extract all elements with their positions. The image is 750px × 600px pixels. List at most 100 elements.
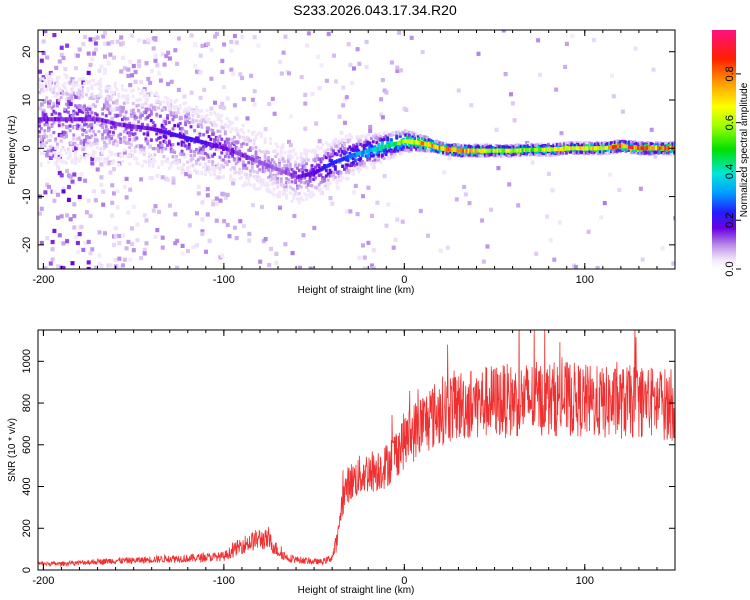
- spectrogram-cell: [182, 94, 187, 99]
- spectrogram-cell: [260, 132, 263, 136]
- spectrogram-cell: [175, 161, 178, 165]
- spectrogram-cell: [79, 125, 84, 130]
- spectrogram-cell: [45, 153, 50, 158]
- spectrogram-cell: [61, 134, 65, 138]
- spectrogram-cell: [366, 140, 370, 144]
- spectrogram-cell: [391, 151, 395, 155]
- spectrogram-cell: [108, 86, 112, 90]
- spectrogram-cell: [424, 137, 428, 141]
- spectrogram-cell: [536, 147, 539, 152]
- spectrogram-cell: [133, 146, 137, 150]
- spectrogram-cell: [595, 266, 600, 269]
- spectrogram-cell: [660, 142, 664, 146]
- spectrogram-cell: [173, 48, 178, 53]
- spectrogram-cell: [263, 162, 267, 167]
- spectrogram-cell: [216, 129, 220, 133]
- spectrogram-cell: [584, 144, 588, 148]
- spectrogram-cell: [86, 139, 90, 143]
- spectrogram-cell: [411, 134, 415, 138]
- spectrogram-cell: [74, 161, 77, 165]
- spectrogram-cell: [130, 73, 134, 78]
- spectrogram-cell: [169, 99, 173, 103]
- spectrogram-cell: [83, 117, 86, 122]
- spectrogram-cell: [92, 103, 95, 107]
- spectrogram-cell: [175, 133, 178, 138]
- spectrogram-cell: [142, 94, 146, 98]
- spectrogram-cell: [292, 173, 296, 178]
- spectrogram-cell: [555, 143, 559, 147]
- spectrogram-cell: [655, 143, 659, 147]
- spectrogram-cell: [198, 151, 202, 155]
- spectrogram-cell: [335, 139, 339, 143]
- spectrogram-cell: [176, 87, 181, 92]
- spectrogram-cell: [380, 115, 385, 120]
- spectrogram-cell: [166, 157, 169, 161]
- spectrogram-cell: [326, 31, 331, 36]
- spectrogram-cell: [518, 148, 521, 153]
- spectrogram-cell: [476, 152, 480, 156]
- spectrogram-cell: [272, 187, 276, 191]
- spectrogram-cell: [523, 148, 527, 153]
- spectrogram-cell: [489, 148, 492, 153]
- spectrogram-cell: [263, 166, 267, 170]
- spectrogram-cell: [211, 123, 215, 127]
- spectrogram-cell: [296, 184, 299, 188]
- spectrogram-cell: [308, 195, 312, 199]
- spectrogram-cell: [126, 93, 130, 98]
- spectrogram-cell: [566, 146, 570, 151]
- spectrogram-cell: [133, 138, 137, 142]
- spectrogram-cell: [474, 148, 478, 153]
- spectrogram-cell: [429, 147, 433, 151]
- spectrogram-cell: [153, 37, 158, 42]
- spectrogram-cell: [294, 171, 298, 175]
- spectrogram-cell: [218, 129, 222, 134]
- spectrogram-cell: [83, 120, 86, 124]
- spectrogram-cell: [655, 150, 659, 154]
- spectrogram-cell: [442, 146, 446, 151]
- spectrogram-cell: [620, 109, 625, 114]
- spectrogram-cell: [48, 82, 52, 86]
- spectrogram-cell: [588, 146, 592, 151]
- spectrogram-cell: [380, 145, 384, 150]
- spectrogram-cell: [465, 145, 469, 149]
- spectrogram-cell: [193, 110, 197, 114]
- spectrogram-cell: [328, 143, 332, 147]
- spectrogram-cell: [323, 179, 326, 183]
- spectrogram-cell: [106, 94, 110, 98]
- spectrogram-cell: [368, 141, 372, 145]
- spectrogram-cell: [222, 105, 227, 110]
- spectrogram-cell: [198, 53, 203, 58]
- spectrogram-cell: [561, 151, 565, 155]
- spectrogram-cell: [63, 66, 68, 72]
- spectrogram-cell: [341, 139, 345, 143]
- spectrogram-cell: [153, 107, 157, 111]
- spectrogram-cell: [162, 134, 166, 138]
- spectrogram-cell: [66, 96, 70, 101]
- spectrogram-cell: [564, 41, 569, 46]
- spectrogram-cell: [167, 131, 171, 136]
- spectrogram-cell: [270, 165, 274, 170]
- spectrogram-cell: [200, 171, 204, 175]
- spectrogram-cell: [409, 137, 413, 141]
- spectrogram-cell: [294, 152, 298, 156]
- spectrogram-cell: [211, 168, 215, 172]
- spectrogram-cell: [299, 162, 303, 166]
- spectrogram-cell: [86, 89, 90, 93]
- spectrogram-cell: [287, 71, 291, 76]
- spectrogram-cell: [121, 109, 124, 113]
- spectrogram-cell: [88, 79, 92, 83]
- spectrogram-cell: [234, 170, 238, 174]
- spectrogram-cell: [77, 136, 81, 140]
- spectrogram-cell: [110, 116, 115, 121]
- spectrogram-cell: [175, 111, 178, 115]
- spectrogram-cell: [306, 158, 310, 162]
- spectrogram-cell: [395, 217, 400, 222]
- spectrogram-cell: [204, 141, 207, 145]
- spectrogram-cell: [492, 146, 496, 150]
- spectrogram-cell: [45, 140, 49, 145]
- spectrogram-cell: [186, 249, 190, 254]
- spectrogram-cell: [444, 141, 447, 145]
- spectrogram-cell: [445, 149, 449, 153]
- spectrogram-cell: [103, 54, 107, 59]
- spectrogram-cell: [382, 144, 386, 149]
